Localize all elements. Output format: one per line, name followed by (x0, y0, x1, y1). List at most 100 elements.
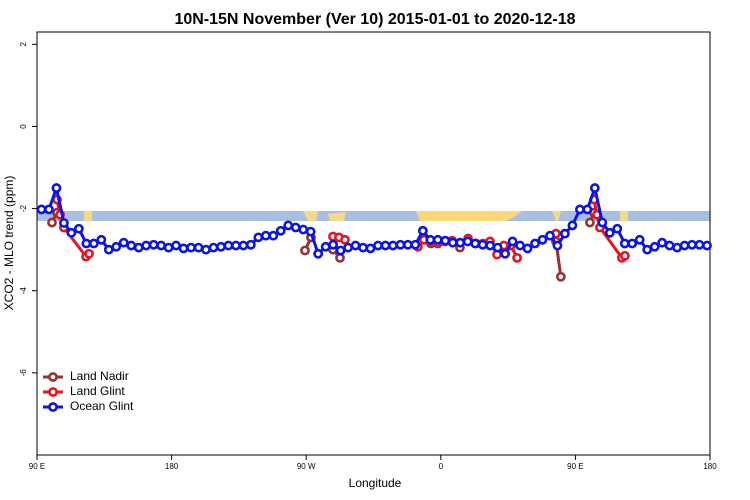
data-point (410, 239, 421, 250)
data-point (530, 238, 540, 249)
chart-title: 10N-15N November (Ver 10) 2015-01-01 to … (174, 11, 575, 28)
x-tick-label: 180 (165, 462, 179, 471)
x-tick-label: 180 (703, 462, 717, 471)
y-tick-label: 0 (19, 124, 28, 129)
data-point (500, 248, 511, 259)
land-patch (620, 211, 628, 221)
data-point (440, 235, 451, 246)
data-point (96, 234, 107, 245)
data-point (275, 225, 286, 236)
x-tick-label: 90 W (297, 462, 316, 471)
data-point (627, 238, 638, 249)
y-tick-label: 2 (19, 42, 28, 47)
data-point (283, 220, 294, 231)
data-point (402, 239, 413, 250)
data-point (84, 248, 94, 259)
data-point (350, 240, 361, 251)
data-point (477, 239, 488, 250)
data-point (328, 239, 339, 250)
data-point (470, 238, 481, 249)
data-point (148, 239, 159, 250)
data-point (425, 234, 436, 245)
data-point (380, 240, 391, 251)
data-point (620, 250, 630, 261)
data-point (103, 244, 114, 255)
data-point (216, 241, 226, 252)
data-point (133, 242, 144, 253)
data-point (567, 220, 578, 231)
data-point (313, 248, 324, 259)
data-point (358, 242, 368, 253)
data-point (612, 223, 623, 234)
data-point (44, 204, 54, 215)
data-point (642, 244, 653, 255)
data-point (245, 239, 256, 250)
data-point (300, 245, 310, 256)
data-point (260, 230, 271, 241)
data-point (702, 240, 712, 251)
data-point (694, 239, 705, 250)
data-point (208, 242, 219, 253)
land-patch (552, 211, 561, 221)
land-patch (416, 211, 522, 221)
data-point (88, 238, 99, 249)
data-point (395, 239, 406, 250)
data-point (231, 240, 241, 251)
data-point (290, 222, 301, 233)
legend-label: Ocean Glint (70, 399, 134, 413)
data-point (555, 271, 566, 282)
data-point (81, 238, 92, 249)
data-point (335, 252, 345, 263)
data-point (687, 239, 697, 250)
map-strip (37, 211, 710, 221)
data-point (585, 217, 595, 228)
data-point (522, 243, 533, 254)
legend-marker (48, 387, 58, 397)
data-point (238, 240, 249, 251)
data-point (118, 237, 129, 248)
data-point (59, 218, 69, 228)
ocean-band (37, 211, 710, 221)
data-point (51, 183, 62, 193)
data-point (253, 232, 264, 243)
y-tick-label: -2 (19, 204, 28, 212)
data-point (193, 242, 204, 253)
data-point (582, 204, 593, 215)
data-point (163, 242, 174, 253)
data-point (492, 242, 503, 253)
data-point (373, 240, 383, 251)
data-point (335, 245, 346, 256)
data-point (66, 227, 77, 238)
data-point (126, 240, 137, 251)
land-patch (303, 211, 318, 221)
data-point (178, 243, 189, 254)
data-point (111, 241, 122, 252)
data-point (634, 234, 645, 245)
data-point (223, 240, 234, 251)
data-point (589, 183, 600, 193)
data-point (186, 242, 196, 253)
data-point (365, 243, 376, 254)
legend-label: Land Nadir (70, 369, 129, 383)
data-point (47, 217, 57, 228)
data-point (507, 236, 518, 247)
y-tick-label: -4 (19, 287, 28, 295)
data-point (672, 242, 682, 253)
y-tick-label: -6 (19, 369, 28, 377)
data-point (268, 230, 279, 241)
data-point (552, 240, 563, 251)
x-tick-label: 0 (439, 462, 444, 471)
data-point (597, 217, 608, 228)
data-point (320, 241, 331, 252)
data-point (141, 240, 152, 251)
data-point (340, 234, 350, 245)
data-point (156, 240, 167, 251)
data-point (537, 234, 548, 245)
data-point (515, 240, 525, 251)
data-point (657, 237, 668, 248)
data-point (417, 225, 428, 236)
data-point (679, 240, 690, 251)
data-point (36, 204, 47, 215)
data-point (201, 244, 211, 255)
data-point (73, 223, 84, 234)
